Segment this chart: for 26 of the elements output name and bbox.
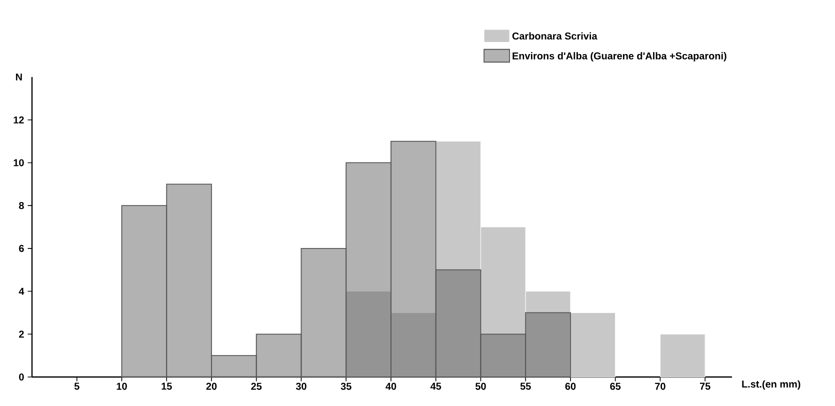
x-tick-label: 50 — [475, 382, 486, 390]
y-tick-label: 8 — [19, 202, 24, 210]
legend-label: Carbonara Scrivia — [512, 32, 598, 40]
x-tick-label: 60 — [565, 382, 576, 390]
x-tick-label: 15 — [162, 382, 172, 390]
y-tick-label: 0 — [19, 373, 24, 381]
y-axis-title: N — [16, 74, 22, 80]
x-axis-title: L.st.(en mm) — [742, 380, 800, 390]
y-tick-label: 12 — [14, 116, 24, 124]
x-tick-label: 65 — [610, 382, 621, 390]
legend-label: Environs d'Alba (Guarene d'Alba +Scaparoni) — [512, 52, 726, 62]
x-tick-label: 75 — [700, 382, 710, 390]
x-tick-label: 45 — [430, 382, 442, 390]
x-tick-label: 55 — [520, 382, 531, 390]
x-tick-label: 40 — [386, 382, 396, 390]
x-tick-label: 10 — [116, 382, 127, 390]
x-tick-label: 20 — [206, 382, 217, 390]
x-tick-label: 30 — [296, 382, 306, 390]
x-tick-label: 35 — [340, 382, 352, 390]
y-tick-label: 6 — [19, 244, 24, 252]
x-tick-label: 70 — [655, 382, 666, 390]
y-tick-label: 2 — [19, 330, 24, 338]
y-tick-label: 10 — [14, 159, 24, 166]
y-tick-label: 4 — [18, 288, 24, 295]
x-tick-label: 25 — [251, 382, 262, 390]
x-tick-label: 5 — [74, 382, 80, 390]
